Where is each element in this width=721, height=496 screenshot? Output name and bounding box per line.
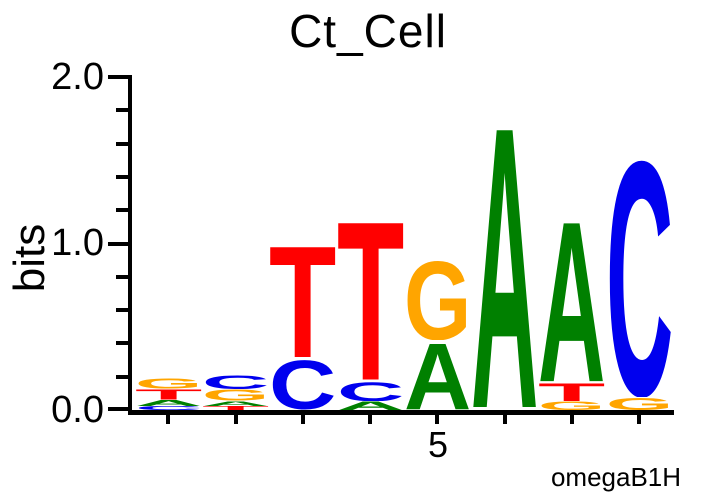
logo-letter-G-pos1: G xyxy=(135,378,202,389)
y-minor-tick-1.6 xyxy=(116,141,128,146)
x-tick-position-5 xyxy=(435,415,440,424)
svg-text:T: T xyxy=(135,389,202,400)
y-minor-tick-0.2 xyxy=(116,374,128,379)
logo-letter-C-pos3: C xyxy=(269,358,336,410)
y-tick-label-1.0: 1.0 xyxy=(51,222,104,264)
y-major-tick-0.0 xyxy=(108,407,128,411)
svg-text:G: G xyxy=(135,378,202,389)
logo-letter-A-pos7: A xyxy=(538,213,605,383)
logo-letter-A-pos5: A xyxy=(404,340,471,410)
logo-letter-T-pos2: T xyxy=(202,406,269,410)
y-axis-line xyxy=(128,75,132,414)
y-minor-tick-0.8 xyxy=(116,274,128,279)
svg-text:C: C xyxy=(606,149,673,397)
logo-letter-T-pos1: T xyxy=(135,389,202,400)
x-tick-position-1 xyxy=(166,415,171,424)
logo-letter-T-pos4: T xyxy=(337,213,404,381)
x-tick-position-4 xyxy=(368,415,373,424)
x-tick-position-6 xyxy=(502,415,507,424)
x-tick-position-3 xyxy=(300,415,305,424)
logo-letter-G-pos7: G xyxy=(538,401,605,410)
svg-text:A: A xyxy=(135,400,202,406)
logo-letter-C-pos2: C xyxy=(202,375,269,389)
svg-text:A: A xyxy=(538,213,605,383)
logo-letter-A-pos2: A xyxy=(202,401,269,406)
y-major-tick-2.0 xyxy=(108,75,128,79)
logo-letter-A-pos6: A xyxy=(471,112,538,410)
x-axis-line xyxy=(128,410,674,415)
y-tick-label-2.0: 2.0 xyxy=(51,56,104,98)
y-major-tick-1.0 xyxy=(108,241,128,246)
svg-text:A: A xyxy=(202,401,269,406)
chart-title: Ct_Cell xyxy=(289,5,447,57)
logo-letter-G-pos8: G xyxy=(606,397,673,410)
svg-text:T: T xyxy=(538,383,605,401)
svg-text:T: T xyxy=(202,406,269,410)
logo-letter-C-pos4: C xyxy=(337,381,404,401)
svg-text:A: A xyxy=(471,112,538,410)
svg-text:T: T xyxy=(337,213,404,381)
svg-text:G: G xyxy=(538,401,605,410)
svg-text:A: A xyxy=(337,401,404,410)
y-minor-tick-1.2 xyxy=(116,208,128,213)
svg-text:C: C xyxy=(135,406,202,410)
svg-text:G: G xyxy=(404,257,471,340)
logo-letter-G-pos2: G xyxy=(202,389,269,401)
logo-letter-C-pos1: C xyxy=(135,406,202,410)
y-minor-tick-1.8 xyxy=(116,108,128,113)
logo-letter-T-pos7: T xyxy=(538,383,605,401)
svg-text:C: C xyxy=(269,358,336,410)
x-tick-position-2 xyxy=(233,415,238,424)
y-tick-label-0.0: 0.0 xyxy=(51,389,104,431)
svg-text:T: T xyxy=(269,240,336,358)
y-minor-tick-0.6 xyxy=(116,308,128,313)
logo-id-label: omegaB1H xyxy=(550,462,682,492)
x-tick-label-5: 5 xyxy=(427,424,449,465)
logo-letter-A-pos1: A xyxy=(135,400,202,406)
svg-text:G: G xyxy=(606,397,673,410)
y-minor-tick-1.4 xyxy=(116,174,128,179)
x-tick-position-8 xyxy=(637,415,642,424)
svg-text:C: C xyxy=(202,375,269,389)
logo-letter-A-pos4: A xyxy=(337,401,404,410)
svg-text:C: C xyxy=(337,381,404,401)
logo-letter-G-pos5: G xyxy=(404,257,471,340)
y-minor-tick-0.4 xyxy=(116,341,128,346)
svg-text:A: A xyxy=(404,340,471,410)
svg-text:G: G xyxy=(202,389,269,401)
logo-letter-C-pos8: C xyxy=(606,149,673,397)
logo-letter-T-pos3: T xyxy=(269,240,336,358)
x-tick-position-7 xyxy=(570,415,575,424)
